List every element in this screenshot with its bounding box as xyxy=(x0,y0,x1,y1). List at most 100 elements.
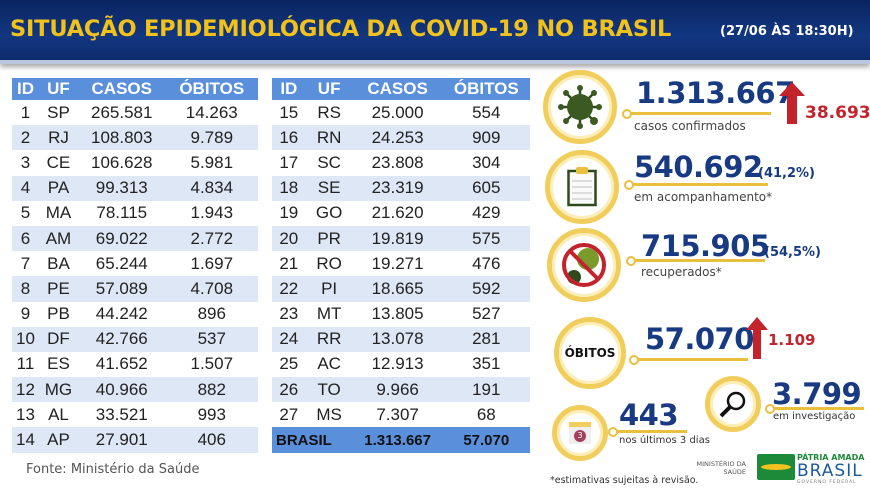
table-cell: 23.808 xyxy=(371,152,424,172)
table-row: 14 AP 27.901 406 xyxy=(12,427,258,453)
deaths-increase: 1.109 xyxy=(768,331,816,349)
table-row: 15 RS 25.000 554 xyxy=(272,100,530,125)
table-row: 27 MS 7.307 68 xyxy=(272,402,530,427)
table-cell: 1.697 xyxy=(190,253,234,273)
table-cell: 605 xyxy=(442,175,530,201)
table-row: 4 PA 99.313 4.834 xyxy=(12,175,258,201)
table-cell: AM xyxy=(38,225,78,252)
recovered-value: 715.905 xyxy=(641,229,770,263)
table-cell: 993 xyxy=(197,404,226,424)
up-arrow-icon xyxy=(779,82,805,124)
deaths-circle-label: ÓBITOS xyxy=(564,346,616,360)
table-cell: PB xyxy=(47,304,70,324)
table-cell: AP xyxy=(38,427,78,453)
table-cell: 15 xyxy=(279,102,299,122)
table-cell: 7.307 xyxy=(376,404,419,424)
table-cell: 27.901 xyxy=(77,427,166,453)
confirmed-label: casos confirmados xyxy=(634,119,746,133)
table-cell: 537 xyxy=(165,326,258,352)
table-row: 6 AM 69.022 2.772 xyxy=(12,225,258,252)
table-row: 5 MA 78.115 1.943 xyxy=(12,201,258,226)
connector-line xyxy=(638,358,748,361)
table-cell: RN xyxy=(305,125,353,151)
table-row: 11 ES 41.652 1.507 xyxy=(12,352,258,377)
table-cell: PE xyxy=(38,276,78,302)
table-row: 24 RR 13.078 281 xyxy=(272,326,530,352)
total-label: BRASIL xyxy=(272,427,353,453)
table-cell: MS xyxy=(316,404,342,424)
recovered-percent: (54,5%) xyxy=(764,245,821,260)
table-row: 1 SP 265.581 14.263 xyxy=(12,100,258,125)
table-cell: 909 xyxy=(442,125,530,151)
page-title: SITUAÇÃO EPIDEMIOLÓGICA DA COVID-19 NO B… xyxy=(10,16,672,42)
table-cell: 9 xyxy=(20,304,31,324)
table-cell: 14 xyxy=(12,427,39,453)
monitoring-percent: (41,2%) xyxy=(758,166,815,181)
table-cell: 5 xyxy=(20,203,31,223)
table-cell: 527 xyxy=(472,304,501,324)
table-cell: 22 xyxy=(272,276,306,302)
table-cell: MA xyxy=(45,203,72,223)
table-cell: ES xyxy=(47,354,70,374)
column-header: ÓBITOS xyxy=(165,78,258,100)
magnifier-icon xyxy=(719,391,746,418)
deaths-value: 57.070 xyxy=(645,322,754,356)
update-date: (27/06 ÀS 18:30H) xyxy=(720,24,854,39)
table-cell: 265.581 xyxy=(91,102,153,122)
table-cell: 23.319 xyxy=(352,175,443,201)
table-cell: 7 xyxy=(20,253,31,273)
clipboard-icon xyxy=(567,167,597,207)
clipboard-icon-circle xyxy=(545,150,619,224)
table-cell: 882 xyxy=(165,377,258,403)
table-row: 16 RN 24.253 909 xyxy=(272,125,530,151)
table-cell: 26 xyxy=(272,377,306,403)
table-cell: AC xyxy=(317,354,341,374)
table-cell: RS xyxy=(317,102,341,122)
monitoring-label: em acompanhamento* xyxy=(634,190,773,204)
table-cell: 6 xyxy=(12,225,39,252)
connector-line xyxy=(774,407,864,410)
table-cell: 57.089 xyxy=(77,276,166,302)
table-cell: 12 xyxy=(12,377,39,403)
table-cell: 24 xyxy=(272,326,306,352)
table-cell: 13.805 xyxy=(371,304,424,324)
states-table-left: ID UF CASOS ÓBITOS 1 SP 265.581 14.263 2 RJ 108.80… xyxy=(12,78,258,453)
table-cell: 4 xyxy=(12,175,39,201)
table-cell: 12.913 xyxy=(371,354,424,374)
table-cell: TO xyxy=(305,377,353,403)
table-cell: 592 xyxy=(442,276,530,302)
table-cell: 21.620 xyxy=(371,203,424,223)
states-table-right: ID UF CASOS ÓBITOS 15 RS 25.000 554 16 RN 24.253 90… xyxy=(272,78,530,453)
magnifier-icon-circle xyxy=(705,376,761,432)
confirmed-value: 1.313.667 xyxy=(636,76,795,110)
table-cell: 25 xyxy=(279,354,299,374)
table-row: 21 RO 19.271 476 xyxy=(272,251,530,276)
table-cell: 13 xyxy=(16,404,35,424)
table-row: 7 BA 65.244 1.697 xyxy=(12,251,258,276)
table-cell: 351 xyxy=(472,354,501,374)
table-cell: 2.772 xyxy=(165,225,258,252)
table-cell: 19.819 xyxy=(352,225,443,252)
deaths-circle: ÓBITOS xyxy=(554,317,626,389)
table-row: 23 MT 13.805 527 xyxy=(272,302,530,327)
table-cell: 27 xyxy=(279,404,299,424)
table-cell: 476 xyxy=(472,253,501,273)
table-row: 20 PR 19.819 575 xyxy=(272,225,530,252)
recovered-label: recuperados* xyxy=(641,265,722,279)
table-cell: PA xyxy=(38,175,78,201)
table-cell: DF xyxy=(38,326,78,352)
table-cell: 44.242 xyxy=(95,304,148,324)
total-row: BRASIL 1.313.667 57.070 xyxy=(272,427,530,453)
table-row: 2 RJ 108.803 9.789 xyxy=(12,125,258,151)
table-cell: 896 xyxy=(197,304,226,324)
table-cell: 5.981 xyxy=(190,152,234,172)
brand-sub: GOVERNO FEDERAL xyxy=(797,480,857,485)
connector-line xyxy=(617,430,687,433)
table-cell: 17 xyxy=(279,152,299,172)
table-cell: 106.628 xyxy=(91,152,153,172)
table-cell: 78.115 xyxy=(96,203,148,223)
table-cell: 21 xyxy=(279,253,299,273)
table-cell: RO xyxy=(316,253,342,273)
table-cell: 11 xyxy=(16,354,35,374)
table-cell: 65.244 xyxy=(95,253,148,273)
